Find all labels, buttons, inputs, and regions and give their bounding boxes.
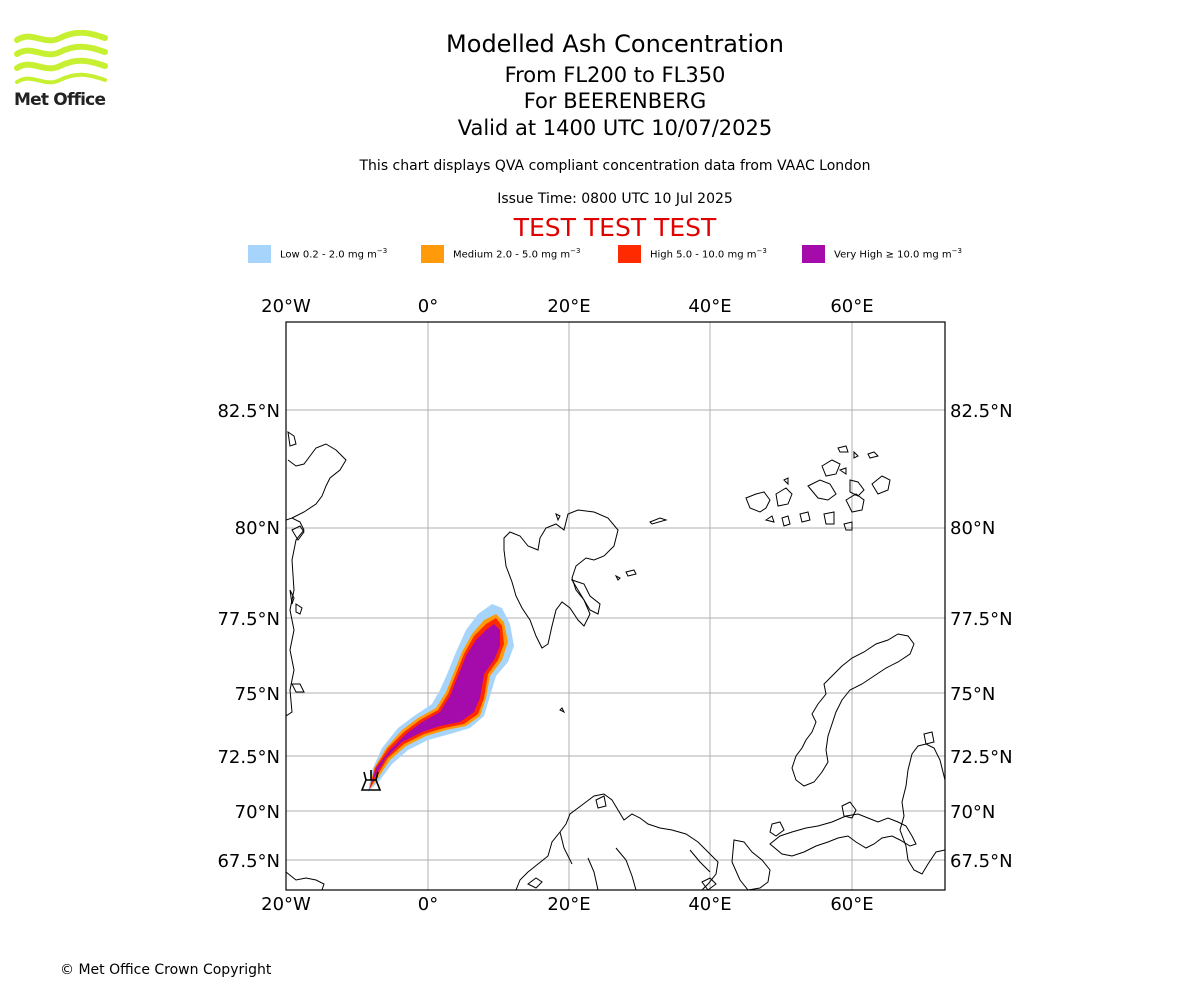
lat-label-72-5-right: 72.5°N bbox=[950, 747, 1013, 768]
coast-scandinavia bbox=[515, 793, 719, 890]
legend-item-low: Low 0.2 - 2.0 mg m−3 bbox=[248, 244, 387, 264]
logo-waves-icon bbox=[14, 30, 108, 85]
legend-label-medium: Medium 2.0 - 5.0 mg m−3 bbox=[453, 247, 581, 261]
legend-label-high: High 5.0 - 10.0 mg m−3 bbox=[650, 247, 767, 261]
legend-label-very-high: Very High ≥ 10.0 mg m−3 bbox=[834, 247, 962, 261]
lat-labels-left: 82.5°N 80°N 77.5°N 75°N 72.5°N 70°N 67.5… bbox=[217, 401, 280, 872]
legend-item-very-high: Very High ≥ 10.0 mg m−3 bbox=[802, 244, 962, 264]
legend-swatch-medium bbox=[421, 245, 444, 263]
chart-title: Modelled Ash Concentration bbox=[446, 30, 784, 58]
legend-swatch-very-high bbox=[802, 245, 825, 263]
lon-labels-bottom: 20°W 0° 20°E 40°E 60°E bbox=[261, 894, 873, 915]
lon-label-0-bottom: 0° bbox=[418, 894, 438, 915]
legend-swatch-high bbox=[618, 245, 641, 263]
lat-label-75-left: 75°N bbox=[235, 684, 280, 705]
lon-label-20w-bottom: 20°W bbox=[261, 894, 311, 915]
lat-label-67-5-left: 67.5°N bbox=[217, 851, 280, 872]
test-banner: TEST TEST TEST bbox=[513, 213, 717, 242]
lat-label-77-5-left: 77.5°N bbox=[217, 609, 280, 630]
lat-label-82-5-left: 82.5°N bbox=[217, 401, 280, 422]
coast-franz-josef-land bbox=[745, 445, 891, 531]
lat-label-72-5-left: 72.5°N bbox=[217, 747, 280, 768]
ash-plume bbox=[368, 604, 514, 792]
legend-item-high: High 5.0 - 10.0 mg m−3 bbox=[618, 244, 767, 264]
coast-novaya-zemlya bbox=[791, 633, 915, 787]
ash-zone-very-high bbox=[369, 624, 500, 790]
volcano-name: For BEERENBERG bbox=[523, 89, 707, 113]
valid-time: Valid at 1400 UTC 10/07/2025 bbox=[457, 116, 773, 140]
lat-label-77-5-right: 77.5°N bbox=[950, 609, 1013, 630]
map-gridlines bbox=[286, 322, 945, 890]
lon-label-20w-top: 20°W bbox=[261, 296, 311, 317]
lon-label-20e-top: 20°E bbox=[547, 296, 590, 317]
lat-label-80-left: 80°N bbox=[235, 518, 280, 539]
lat-label-70-left: 70°N bbox=[235, 802, 280, 823]
lon-labels-top: 20°W 0° 20°E 40°E 60°E bbox=[261, 296, 873, 317]
lon-label-20e-bottom: 20°E bbox=[547, 894, 590, 915]
lon-label-60e-bottom: 60°E bbox=[830, 894, 873, 915]
legend-label-low: Low 0.2 - 2.0 mg m−3 bbox=[280, 247, 388, 261]
map-frame bbox=[285, 321, 946, 891]
met-office-logo: Met Office bbox=[14, 30, 108, 112]
lat-label-67-5-right: 67.5°N bbox=[950, 851, 1013, 872]
coast-svalbard bbox=[503, 509, 619, 649]
logo-wordmark: Met Office bbox=[14, 90, 106, 110]
flight-levels: From FL200 to FL350 bbox=[504, 63, 726, 87]
lat-label-70-right: 70°N bbox=[950, 802, 995, 823]
lon-label-40e-bottom: 40°E bbox=[688, 894, 731, 915]
legend-swatch-low bbox=[248, 245, 271, 263]
coast-greenland bbox=[286, 443, 347, 890]
legend-item-medium: Medium 2.0 - 5.0 mg m−3 bbox=[421, 244, 580, 264]
lat-labels-right: 82.5°N 80°N 77.5°N 75°N 72.5°N 70°N 67.5… bbox=[950, 401, 1013, 872]
lat-label-82-5-right: 82.5°N bbox=[950, 401, 1013, 422]
lat-label-80-right: 80°N bbox=[950, 518, 995, 539]
lon-label-0-top: 0° bbox=[418, 296, 438, 317]
copyright-notice: © Met Office Crown Copyright bbox=[60, 962, 272, 978]
lat-label-75-right: 75°N bbox=[950, 684, 995, 705]
issue-time: Issue Time: 0800 UTC 10 Jul 2025 bbox=[497, 191, 733, 207]
volcano-icon bbox=[360, 770, 382, 791]
coastlines bbox=[286, 430, 945, 890]
lon-label-40e-top: 40°E bbox=[688, 296, 731, 317]
lon-label-60e-top: 60°E bbox=[830, 296, 873, 317]
chart-description: This chart displays QVA compliant concen… bbox=[359, 158, 871, 174]
